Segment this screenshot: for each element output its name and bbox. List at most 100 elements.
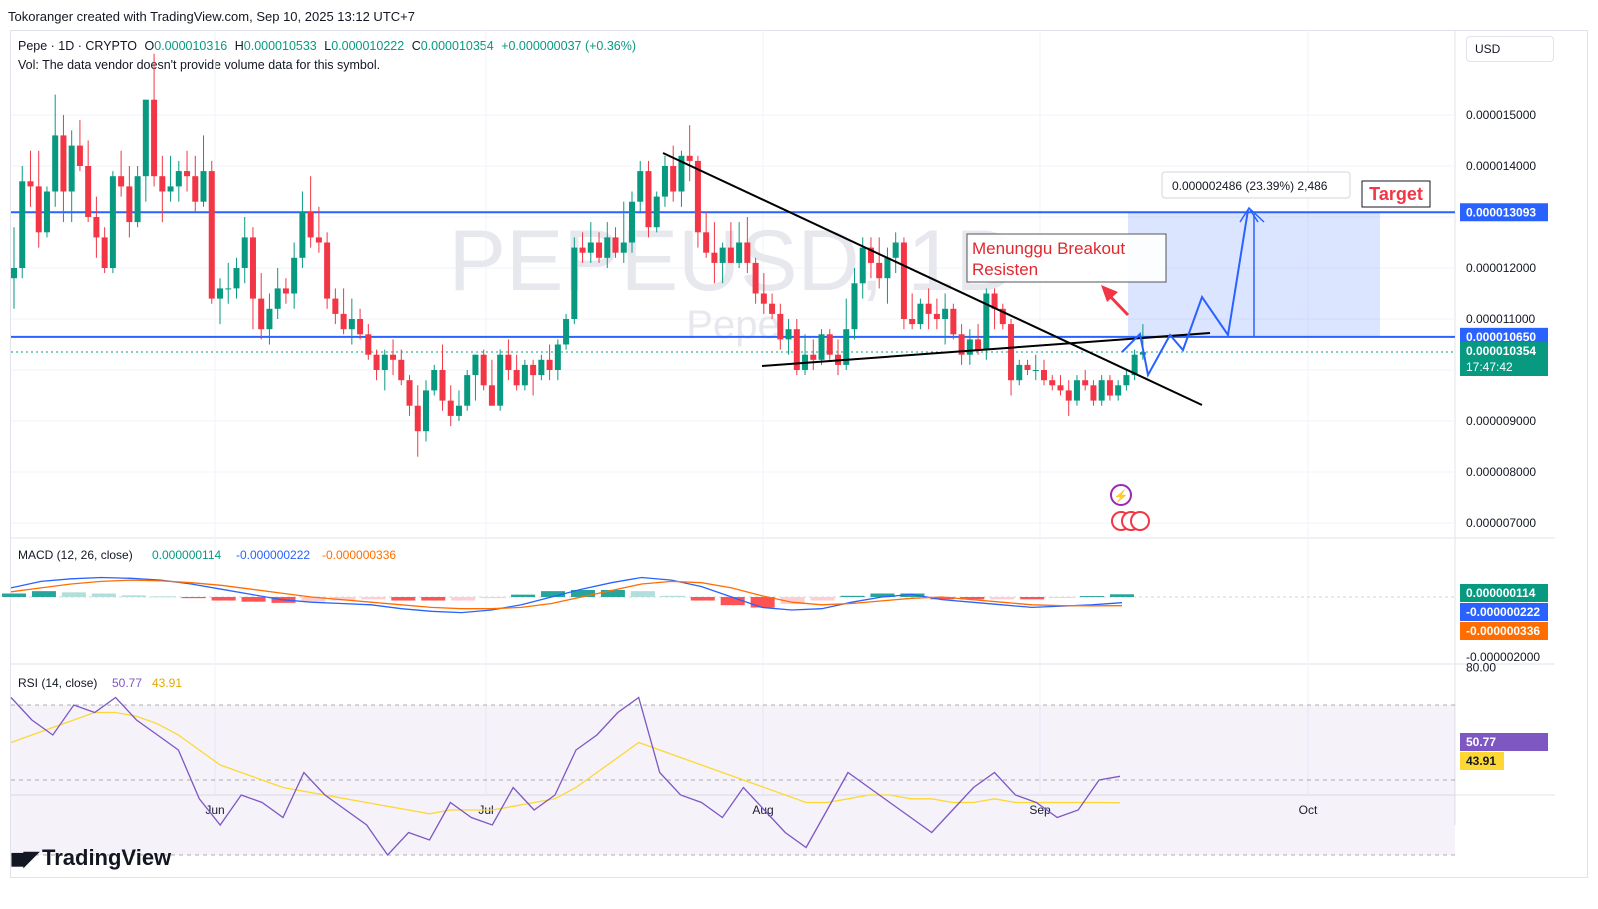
candle-body	[472, 354, 479, 376]
candle-body	[752, 262, 759, 294]
candle-body	[793, 329, 800, 370]
candle-body	[744, 242, 751, 263]
macd-histogram-bar	[331, 597, 356, 601]
candle-body	[101, 237, 108, 268]
candle-body	[637, 171, 644, 202]
last-price-tag-box	[1460, 342, 1548, 376]
candle-body	[217, 288, 223, 299]
candle-body	[661, 166, 668, 197]
candle-body	[35, 186, 42, 233]
macd-histogram-bar	[960, 597, 985, 600]
attribution-text: Tokoranger created with TradingView.com,…	[8, 9, 415, 24]
rsi-y-tick-label: 80.00	[1466, 661, 1496, 675]
candle-body	[925, 303, 932, 314]
candle-body	[785, 329, 792, 340]
breakout-note-line1: Menunggu Breakout	[972, 239, 1125, 258]
candle-body	[1073, 380, 1080, 401]
macd-histogram-bar	[930, 597, 955, 600]
target-arrow	[1239, 206, 1265, 223]
macd-histogram-bar	[630, 591, 655, 597]
candle-body	[151, 99, 158, 177]
macd-histogram-bar	[151, 596, 176, 598]
candle-body	[1106, 380, 1113, 396]
macd-title: MACD (12, 26, close)	[18, 548, 133, 562]
candle-body	[900, 242, 907, 319]
macd-histogram-bar	[511, 594, 536, 597]
candle-body	[291, 257, 298, 294]
rsi-value-tag: 50.77	[1466, 735, 1496, 749]
candle-body	[315, 237, 322, 243]
candle-body	[109, 176, 116, 268]
candle-body	[554, 344, 561, 370]
candle-body	[1098, 380, 1105, 401]
y-tick-label: 0.000007000	[1466, 516, 1536, 530]
candle-body	[1057, 385, 1064, 391]
lightning-event-icon	[1110, 484, 1132, 506]
macd-histogram-bar	[720, 597, 745, 606]
candle-body	[423, 390, 429, 432]
macd-histogram-bar	[451, 597, 476, 601]
candle-body	[983, 293, 990, 350]
low-value: 0.000010222	[331, 39, 405, 53]
chart-frame	[10, 30, 1588, 878]
y-tick-label: 0.000011000	[1466, 312, 1536, 326]
candle-body	[324, 242, 331, 299]
macd-histogram-bar	[481, 597, 506, 599]
candle-body	[604, 237, 611, 258]
candle-body	[1032, 370, 1039, 371]
candle-body	[1123, 375, 1130, 386]
candle-body	[933, 313, 940, 319]
currency-button[interactable]: USD	[1466, 36, 1554, 62]
rsi-ma-tag-box	[1460, 752, 1504, 770]
candle-body	[530, 364, 537, 376]
macd-line-tag: -0.000000222	[1466, 605, 1540, 619]
candle-body	[43, 191, 50, 233]
candle-body	[975, 339, 982, 350]
rsi-value-tag-box	[1460, 733, 1548, 751]
macd-line	[10, 576, 1123, 614]
macd-histogram-bar	[600, 589, 625, 597]
candle-body	[118, 176, 125, 187]
lightning-glyph: ⚡	[1114, 489, 1129, 503]
candle-body	[538, 359, 545, 376]
candle-body	[711, 252, 718, 263]
candle-body	[266, 308, 273, 330]
macd-value-tag: 0.000000114	[1466, 586, 1536, 600]
candle-body	[19, 181, 26, 268]
candle-body	[258, 298, 265, 330]
macd-histogram-bar	[541, 591, 566, 597]
candle-body	[1065, 390, 1072, 401]
candle-body	[818, 334, 825, 360]
candle-body	[200, 171, 207, 202]
macd-histogram-bar	[301, 597, 326, 602]
y-tick-label: 0.000014000	[1466, 159, 1536, 173]
candle-body	[645, 171, 652, 228]
candle-body	[439, 370, 446, 401]
candle-body	[958, 334, 965, 355]
macd-histogram-bar	[840, 595, 865, 597]
candle-body	[27, 181, 34, 187]
brand-name: TradingView	[41, 845, 172, 870]
candle-body	[348, 319, 355, 330]
candle-body	[942, 308, 949, 319]
macd-line-tag-box	[1460, 603, 1548, 621]
breakout-note-box	[966, 233, 1167, 283]
macd-histogram-bar	[2, 593, 26, 597]
tradingview-logo: ◼◤ TradingView	[10, 845, 171, 871]
candle-body	[225, 288, 232, 290]
target-price-tag-box	[1460, 203, 1548, 222]
candle-body	[670, 166, 677, 192]
macd-histogram-bar	[1050, 597, 1075, 598]
candle-body	[85, 166, 92, 217]
candle-body	[249, 237, 256, 299]
macd-histogram-bar	[1110, 594, 1134, 597]
candle-body	[1115, 385, 1122, 396]
macd-histogram-bar	[31, 591, 56, 597]
macd-signal-value: -0.000000336	[322, 548, 396, 562]
candle-body	[175, 171, 182, 187]
candle-body	[719, 247, 726, 263]
macd-histogram-bar	[391, 597, 416, 601]
macd-histogram-bar	[211, 597, 236, 601]
macd-histogram-bar	[690, 597, 715, 601]
